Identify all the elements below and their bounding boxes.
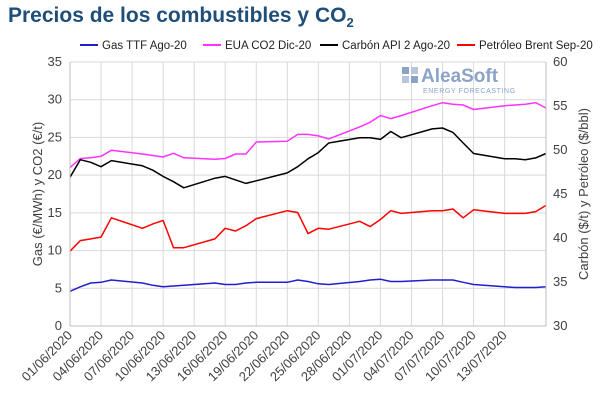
series-line-eua-co2-dic-20 (69, 101, 547, 169)
y-right-tick-label: 45 (553, 186, 567, 201)
y-left-tick-label: 35 (48, 54, 62, 69)
y-left-axis-title: Gas (€/MWh) y CO2 (€/t) (30, 122, 45, 266)
series-line-gas-ttf-ago-20 (69, 278, 547, 292)
y-right-axis-title: Carbón ($/t) y Petróleo ($/bbl) (576, 108, 591, 280)
legend-label: Petróleo Brent Sep-20 (479, 40, 593, 52)
series-line-carbon-api-2-ago-20 (69, 127, 547, 189)
y-right-tick-label: 35 (553, 274, 567, 289)
y-left-tick-label: 30 (48, 92, 62, 107)
legend-label: Gas TTF Ago-20 (102, 40, 187, 52)
y-left-tick-label: 15 (48, 205, 62, 220)
logo-name: AleaSoft (421, 66, 499, 87)
y-left-tick-label: 10 (48, 243, 62, 258)
legend-label: Carbón API 2 Ago-20 (342, 40, 450, 52)
y-left-tick-label: 25 (48, 129, 62, 144)
legend: Gas TTF Ago-20 EUA CO2 Dic-20 Carbón API 2… (80, 40, 593, 52)
y-left-tick-label: 0 (55, 318, 62, 333)
logo-mark (402, 67, 418, 83)
legend-label: EUA CO2 Dic-20 (225, 40, 311, 52)
chart-title-main: Precios de los combustibles y CO (8, 4, 347, 27)
axes: 0510152025303501/06/202004/06/202007/06/… (18, 54, 591, 384)
y-right-tick-label: 60 (553, 54, 567, 69)
logo-tagline: ENERGY FORECASTING (423, 88, 516, 95)
y-left-tick-label: 5 (55, 280, 62, 295)
y-right-tick-label: 55 (553, 98, 567, 113)
chart-title-subscript: 2 (346, 15, 354, 31)
y-right-tick-label: 50 (553, 142, 567, 157)
series-layer (69, 101, 547, 292)
y-right-tick-label: 40 (553, 230, 567, 245)
aleasoft-logo: AleaSoft ENERGY FORECASTING (402, 66, 516, 95)
y-left-tick-label: 20 (48, 167, 62, 182)
y-right-tick-label: 30 (553, 318, 567, 333)
gridlines (69, 61, 546, 327)
series-line-petroleo-brent-sep-20 (69, 204, 547, 252)
chart-title: Precios de los combustibles y CO2 (8, 4, 354, 30)
